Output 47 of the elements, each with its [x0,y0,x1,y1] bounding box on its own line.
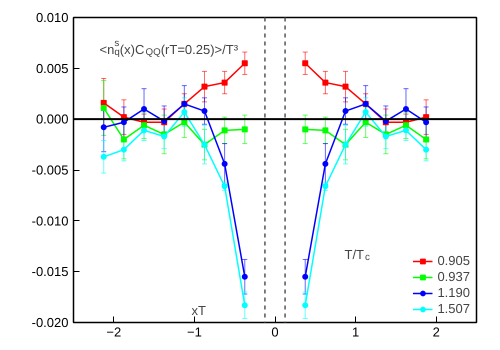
x-tick-label: −2 [106,324,122,340]
point [242,302,248,308]
legend-label: 1.507 [437,301,470,316]
y-tick-label: 0.005 [36,60,69,76]
point [242,274,248,280]
legend-label: 1.190 [437,285,470,300]
x-tick-label: 1 [352,324,360,340]
point [342,108,349,114]
point [302,60,308,66]
point [302,302,308,308]
x-tick-label: 0 [271,324,279,340]
point [423,146,430,153]
y-tick-label: -0.020 [32,315,69,330]
legend-label: 0.905 [437,253,470,268]
y-tick-label: -0.010 [32,213,69,228]
point [201,108,208,114]
x-axis-title: xT [192,303,206,318]
point [322,160,328,167]
y-tick-label: 0.010 [36,10,69,25]
point [100,154,107,160]
legend-label: 0.937 [437,269,470,284]
point [141,122,148,128]
point [222,160,228,167]
point [423,136,430,142]
point [222,127,228,134]
y-tick-label: -0.015 [32,264,69,280]
x-tick-label: 2 [432,324,440,340]
point [201,84,208,90]
point [242,60,248,66]
point [402,127,409,134]
point [120,136,127,142]
point [222,80,228,86]
point [302,274,308,280]
point [342,84,349,90]
point [100,100,107,106]
point [141,127,148,134]
y-tick-label: 0.000 [36,112,69,127]
point [242,126,248,132]
point [120,146,127,153]
point [100,124,107,130]
point [402,122,409,128]
point [302,126,308,132]
point [322,80,328,86]
x-tick-label: −1 [186,324,202,340]
y-tick-label: -0.005 [32,162,69,178]
point [322,127,328,134]
point [100,104,107,111]
